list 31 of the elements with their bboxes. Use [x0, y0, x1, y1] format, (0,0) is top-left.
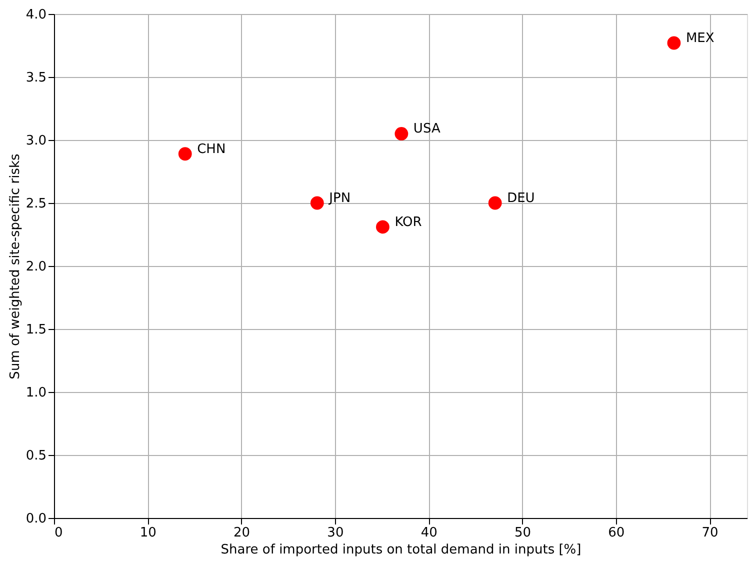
y-tick-label: 4.0 — [26, 8, 46, 22]
y-axis-title: Sum of weighted site-specific risks — [8, 153, 23, 380]
x-tick-label: 40 — [420, 526, 438, 540]
y-tick-label: 2.5 — [26, 196, 46, 212]
point — [376, 220, 390, 234]
y-tick-label: 0.5 — [26, 448, 46, 464]
annotation: JPN — [328, 191, 351, 206]
annotation: KOR — [394, 214, 422, 230]
y-tick-label: 2.0 — [26, 260, 46, 274]
y-tick-label: 1.5 — [26, 322, 46, 338]
x-tick-label: 30 — [327, 526, 344, 540]
point — [178, 147, 192, 161]
y-tick-label: 3.5 — [26, 70, 46, 86]
x-tick-label: 10 — [140, 526, 156, 540]
x-tick-label: 50 — [514, 526, 532, 540]
point — [394, 127, 408, 140]
y-tick-label: 3.0 — [26, 134, 46, 148]
x-tick-label: 70 — [702, 526, 718, 540]
x-tick-label: 0 — [54, 526, 63, 540]
annotation: MEX — [686, 30, 714, 46]
annotation: CHN — [197, 142, 226, 157]
point — [310, 196, 324, 210]
x-axis-title: Share of imported inputs on total demand in inputs [%] — [220, 542, 582, 558]
point — [488, 196, 502, 210]
point — [667, 36, 681, 50]
annotation: DEU — [507, 191, 535, 206]
x-tick-label: 60 — [608, 526, 625, 540]
annotation: USA — [413, 122, 440, 137]
y-tick-label: 0.0 — [26, 512, 46, 526]
x-tick-label: 20 — [234, 526, 250, 540]
y-tick-label: 1.0 — [26, 386, 46, 400]
